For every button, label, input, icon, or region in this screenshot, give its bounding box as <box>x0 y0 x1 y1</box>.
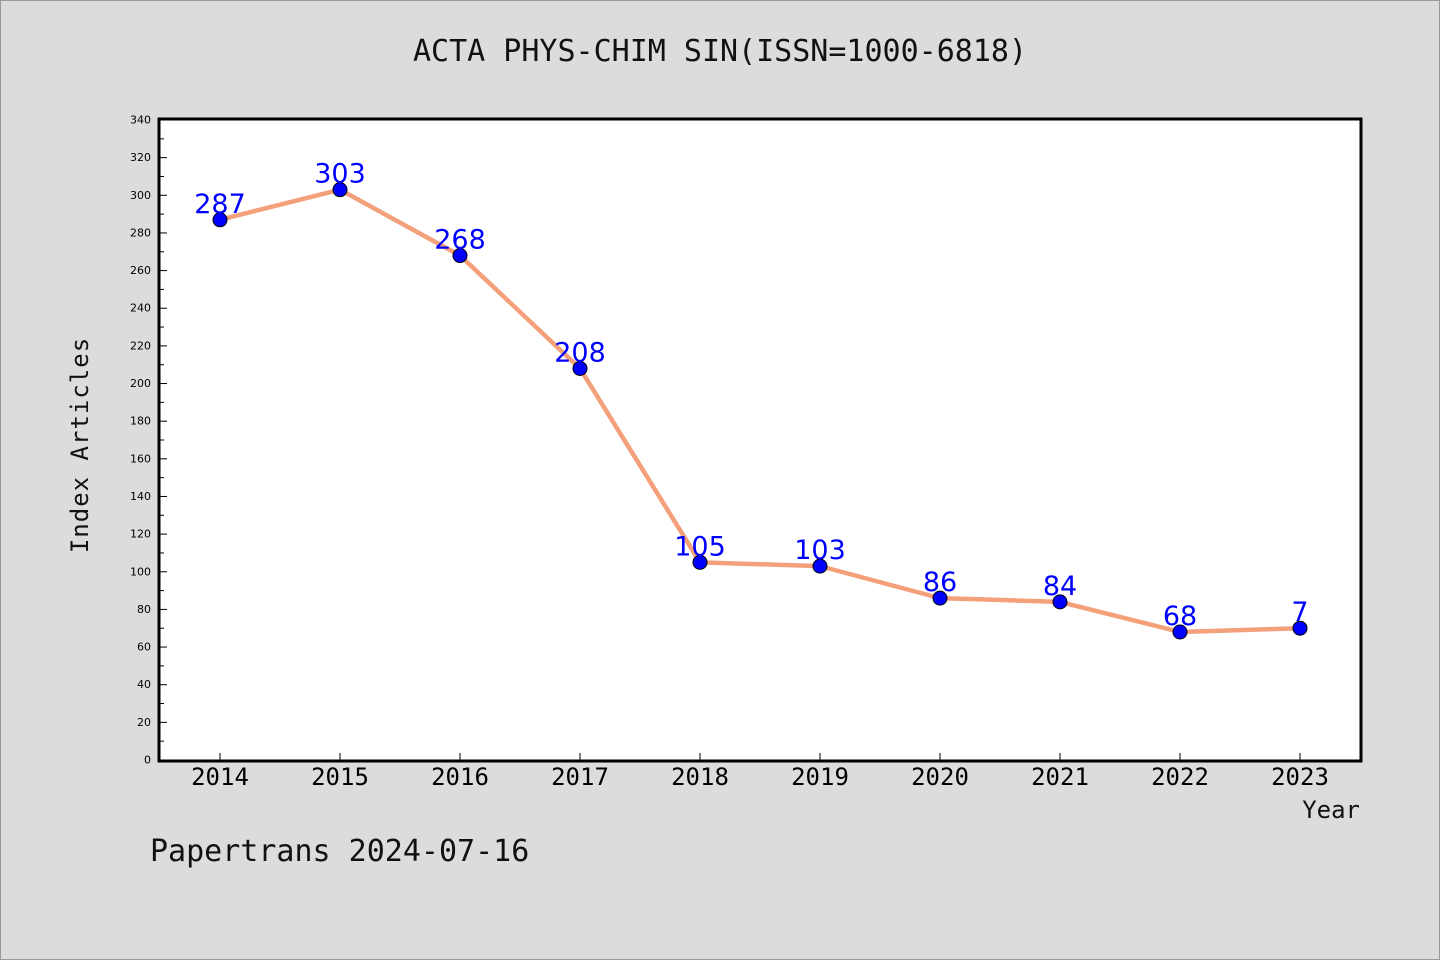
y-tick-label: 300 <box>130 189 151 202</box>
data-point <box>1052 594 1068 610</box>
y-tick-label: 240 <box>130 302 151 315</box>
y-tick-label: 140 <box>130 490 151 503</box>
y-tick-label: 80 <box>137 603 151 616</box>
x-tick-label: 2020 <box>911 763 969 791</box>
data-point <box>452 248 468 264</box>
x-tick-label: 2021 <box>1031 763 1089 791</box>
y-tick-label: 60 <box>137 641 151 654</box>
x-tick-label: 2017 <box>551 763 609 791</box>
data-label: 86 <box>923 567 957 598</box>
data-point <box>1292 620 1308 636</box>
data-point <box>692 554 708 570</box>
x-tick-label: 2022 <box>1151 763 1209 791</box>
y-tick-label: 340 <box>130 114 151 127</box>
x-tick-label: 2023 <box>1271 763 1329 791</box>
y-tick-label: 100 <box>130 565 151 578</box>
y-tick-label: 180 <box>130 415 151 428</box>
data-label: 268 <box>434 225 486 256</box>
y-tick-label: 20 <box>137 716 151 729</box>
x-tick-label: 2016 <box>431 763 489 791</box>
series-line <box>217 187 1303 635</box>
y-tick-label: 120 <box>130 528 151 541</box>
data-point <box>332 182 348 198</box>
y-tick-label: 40 <box>137 678 151 691</box>
chart-title: ACTA PHYS-CHIM SIN(ISSN=1000-6818) <box>412 34 1028 69</box>
data-label: 68 <box>1163 601 1197 632</box>
data-point <box>812 558 828 574</box>
y-tick-label: 0 <box>144 754 151 767</box>
data-point <box>212 212 228 228</box>
x-tick-label: 2018 <box>671 763 729 791</box>
data-label: 287 <box>194 189 246 220</box>
data-label: 303 <box>314 159 366 190</box>
data-label: 208 <box>554 337 606 368</box>
y-tick-label: 260 <box>130 264 151 277</box>
data-label: 84 <box>1043 571 1077 602</box>
data-label: 105 <box>674 531 726 562</box>
footer-watermark: Papertrans 2024-07-16 <box>150 834 530 869</box>
y-tick-label: 160 <box>130 452 151 465</box>
data-label: 7 <box>1291 597 1308 628</box>
plot-background <box>157 117 1363 763</box>
x-tick-label: 2015 <box>311 763 369 791</box>
y-tick-label: 220 <box>130 339 151 352</box>
x-axis-label: Year <box>1302 796 1360 824</box>
data-label: 103 <box>794 535 846 566</box>
y-tick-label: 200 <box>130 377 151 390</box>
x-tick-label: 2019 <box>791 763 849 791</box>
y-tick-label: 280 <box>130 226 151 239</box>
data-point <box>1172 624 1188 640</box>
x-tick-label: 2014 <box>191 763 249 791</box>
y-tick-label: 320 <box>130 151 151 164</box>
data-point <box>932 590 948 606</box>
data-point <box>572 360 588 376</box>
